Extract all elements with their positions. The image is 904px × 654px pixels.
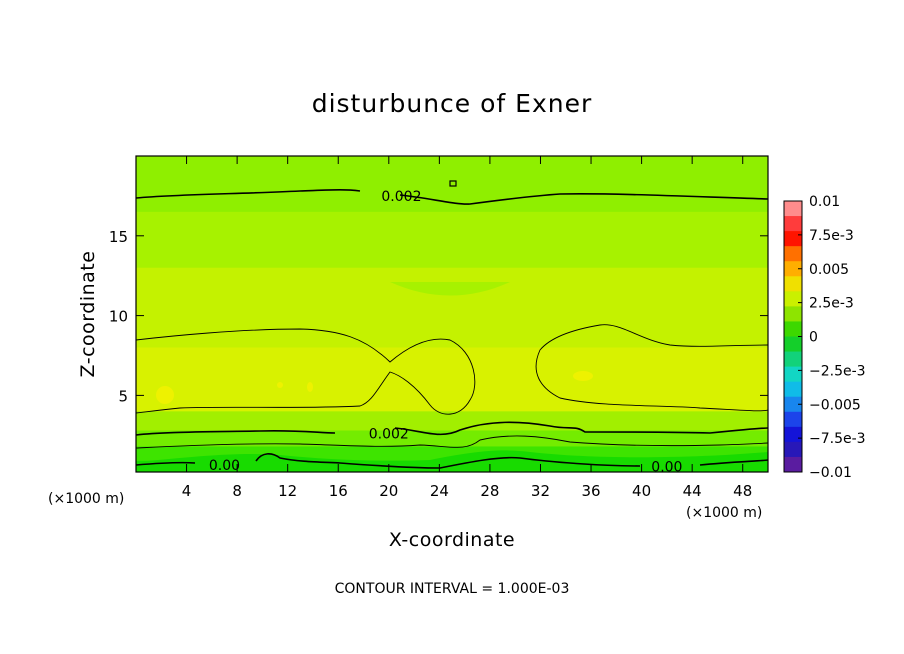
colorbar-label-0: 0.01: [809, 194, 840, 210]
chart-title: disturbunce of Exner: [312, 89, 593, 118]
x-tick-label-40: 40: [632, 482, 651, 500]
y-axis-ticks: 5 10 15: [109, 228, 768, 405]
colorbar-swatch-0: [784, 201, 802, 217]
colorbar-label-1: 7.5e-3: [809, 228, 854, 244]
contour-band-4: [136, 411, 768, 432]
contour-band-0: [136, 156, 768, 213]
colorbar-swatch-10: [784, 351, 802, 368]
colorbar-swatch-8: [784, 321, 802, 337]
colorbar-swatch-5: [784, 276, 802, 292]
colorbar-swatch-17: [784, 456, 802, 473]
contour-lines: [136, 180, 768, 469]
contour-band-lowest: [136, 450, 768, 472]
x-tick-label-48: 48: [733, 482, 752, 500]
colorbar-label-7: −7.5e-3: [809, 431, 866, 447]
contour-label-1: 0.002: [369, 427, 409, 443]
plot-frame: [135, 155, 769, 473]
contour-band-2: [136, 267, 768, 349]
colorbar-swatch-6: [784, 291, 802, 307]
contour-label-2: 0.00: [209, 458, 240, 474]
colorbar-swatch-12: [784, 381, 802, 398]
x-tick-label-32: 32: [531, 482, 550, 500]
colorbar-label-5: −2.5e-3: [809, 363, 866, 379]
local-maxima: [156, 371, 593, 404]
colorbar-swatch-3: [784, 246, 802, 262]
x-tick-label-4: 4: [182, 482, 192, 500]
contour-interval-footnote: CONTOUR INTERVAL = 1.000E-03: [335, 581, 570, 597]
contour-band-1: [136, 211, 768, 269]
x-tick-label-24: 24: [430, 482, 449, 500]
colorbar-swatch-2: [784, 231, 802, 247]
colorbar-swatch-15: [784, 426, 802, 443]
colorbar-swatch-11: [784, 366, 802, 383]
colorbar-swatch-7: [784, 306, 802, 322]
contour-band-3: [136, 347, 768, 412]
x-tick-label-16: 16: [329, 482, 348, 500]
x-tick-label-20: 20: [379, 482, 398, 500]
contour-band-5: [136, 430, 768, 447]
colorbar-swatch-9: [784, 336, 802, 352]
contour-band-dip: [390, 282, 510, 296]
colorbar-swatch-16: [784, 441, 802, 458]
colorbar-label-3: 2.5e-3: [809, 296, 854, 312]
colorbar: 0.01 7.5e-3 0.005 2.5e-3 0 −2.5e-3 −0.005 −7.5e…: [783, 194, 866, 481]
contour-label-3: 0.00: [651, 459, 682, 475]
colorbar-label-8: −0.01: [809, 465, 852, 481]
y-tick-label-15: 15: [109, 228, 128, 246]
x-axis-ticks: 4 8 12 16 20 24 28 32 36 40 44 48: [182, 156, 752, 500]
x-tick-label-44: 44: [683, 482, 702, 500]
x-unit-label-left: (×1000 m): [48, 491, 124, 507]
colorbar-swatch-13: [784, 396, 802, 413]
y-axis-label: Z-coordinate: [77, 251, 99, 378]
x-tick-label-36: 36: [581, 482, 600, 500]
x-tick-label-8: 8: [232, 482, 242, 500]
contour-label-0: 0.002: [381, 189, 421, 205]
y-tick-label-5: 5: [118, 387, 128, 405]
x-axis-label: X-coordinate: [389, 529, 515, 551]
colorbar-label-6: −0.005: [809, 397, 861, 413]
colorbar-swatch-1: [784, 216, 802, 232]
colorbar-label-2: 0.005: [809, 262, 849, 278]
x-tick-label-28: 28: [480, 482, 499, 500]
colorbar-label-4: 0: [809, 330, 818, 346]
y-tick-label-10: 10: [109, 308, 128, 326]
x-unit-label-right: (×1000 m): [686, 505, 762, 521]
filled-contours: [136, 156, 768, 472]
colorbar-swatch-4: [784, 261, 802, 277]
x-tick-label-12: 12: [278, 482, 297, 500]
colorbar-swatch-14: [784, 411, 802, 428]
